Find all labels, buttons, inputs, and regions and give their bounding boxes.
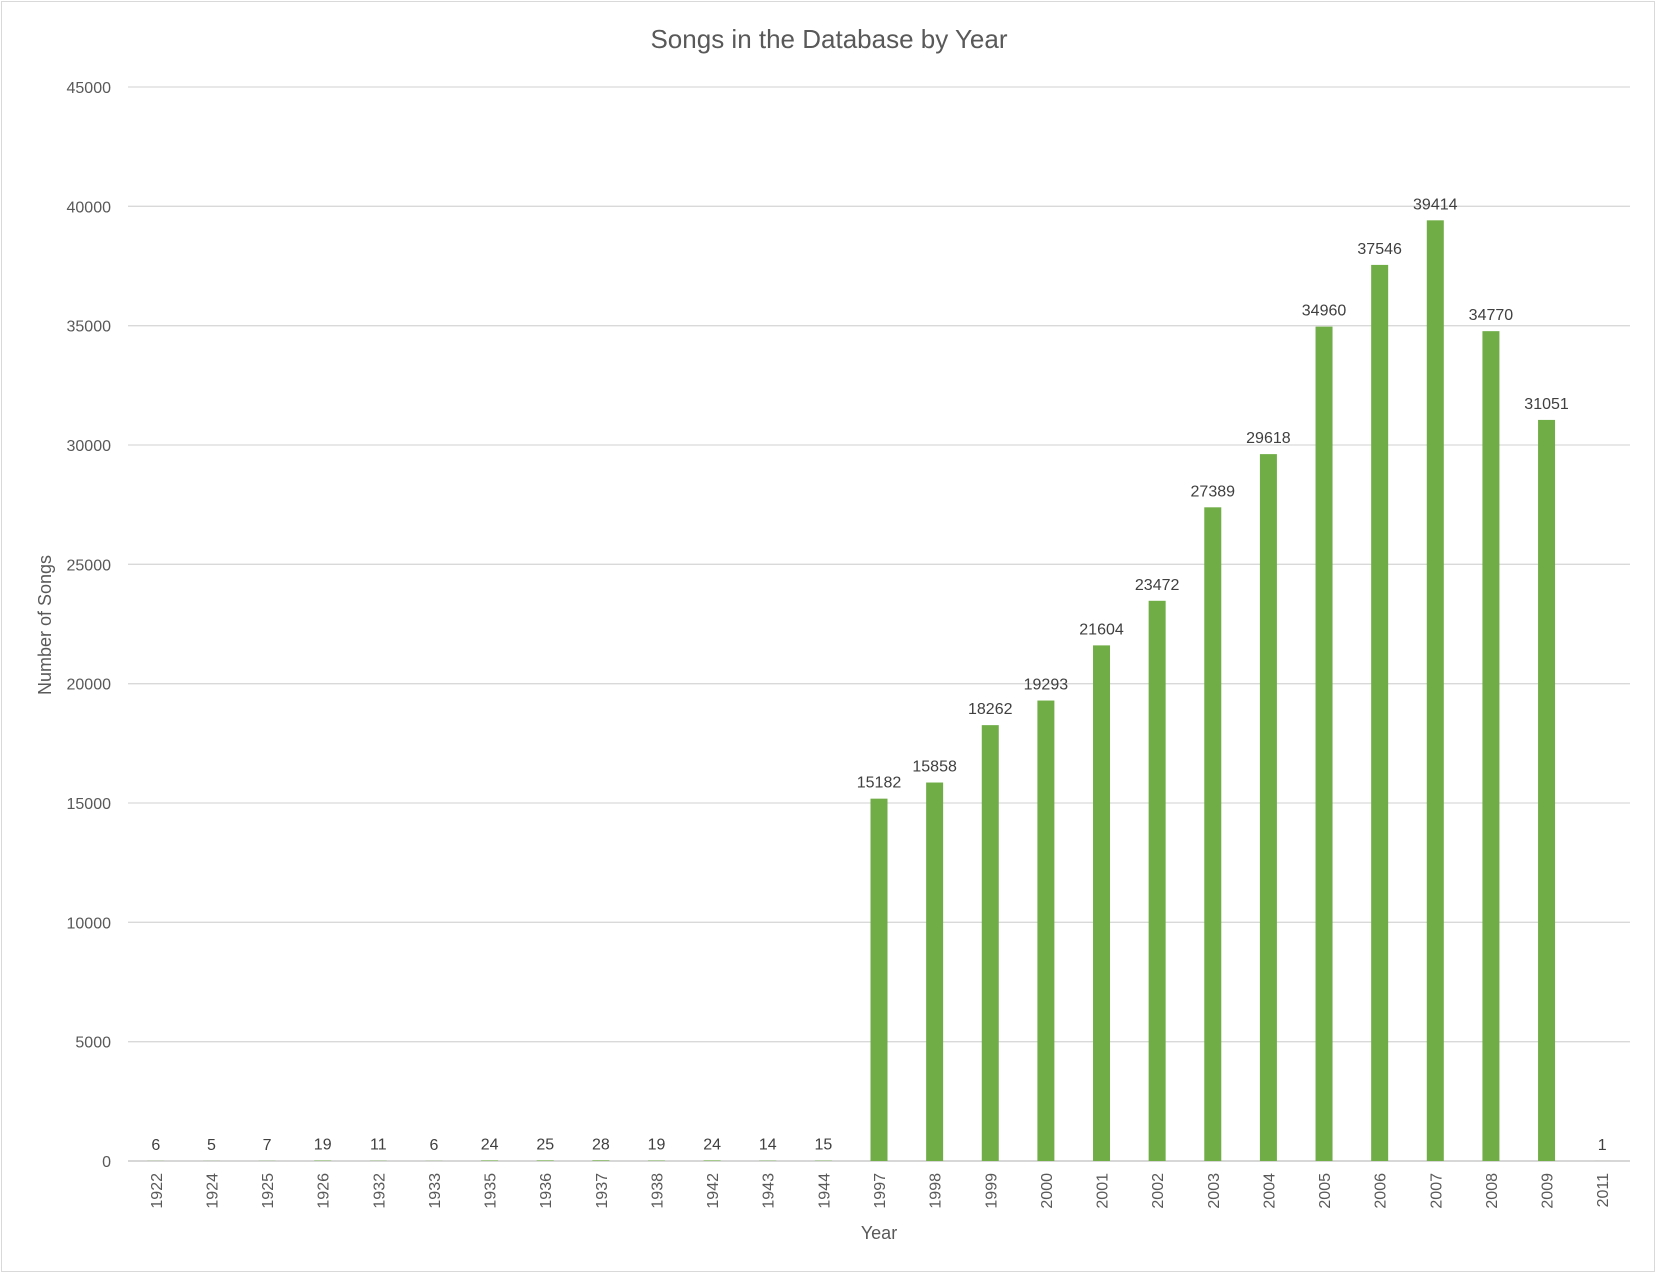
x-tick-label: 1938 <box>649 1173 666 1209</box>
y-tick-label: 25000 <box>67 557 112 574</box>
data-label: 31051 <box>1524 396 1569 413</box>
bar <box>592 1160 610 1161</box>
bar <box>1371 264 1389 1162</box>
data-label: 37546 <box>1357 241 1402 258</box>
data-label: 5 <box>207 1137 216 1154</box>
data-label: 21604 <box>1079 621 1124 638</box>
data-label: 6 <box>430 1137 439 1154</box>
x-tick-label: 2004 <box>1261 1173 1278 1209</box>
x-tick-label: 1997 <box>872 1173 889 1209</box>
data-label: 29618 <box>1246 430 1291 447</box>
x-tick-label: 1925 <box>260 1173 277 1209</box>
y-tick-label: 20000 <box>67 677 112 694</box>
data-label: 19 <box>648 1137 666 1154</box>
x-tick-label: 1924 <box>204 1173 221 1209</box>
data-label: 15 <box>814 1137 832 1154</box>
chart-title: Songs in the Database by Year <box>650 24 1007 54</box>
x-tick-label: 1933 <box>427 1173 444 1209</box>
data-label: 11 <box>370 1137 387 1154</box>
bar <box>1204 507 1222 1161</box>
y-tick-label: 15000 <box>67 796 112 813</box>
data-label: 25 <box>536 1136 554 1153</box>
x-tick-label: 2001 <box>1095 1173 1112 1209</box>
x-tick-label: 2011 <box>1595 1173 1612 1208</box>
x-tick-label: 1936 <box>538 1173 555 1209</box>
data-label: 14 <box>759 1137 777 1154</box>
x-tick-label: 1943 <box>761 1173 778 1209</box>
bar <box>703 1160 721 1161</box>
bars <box>147 220 1611 1162</box>
bar <box>1093 645 1111 1161</box>
x-tick-label: 1926 <box>316 1173 333 1209</box>
bar <box>1037 700 1055 1161</box>
x-tick-label: 1942 <box>705 1173 722 1209</box>
y-tick-label: 30000 <box>67 438 112 455</box>
data-label: 6 <box>151 1137 160 1154</box>
x-tick-label: 2007 <box>1428 1173 1445 1209</box>
y-tick-label: 5000 <box>75 1035 111 1052</box>
bar <box>981 725 999 1161</box>
data-label: 24 <box>703 1136 721 1153</box>
data-label: 19293 <box>1024 677 1069 694</box>
data-label: 18262 <box>968 701 1013 718</box>
y-tick-label: 0 <box>102 1154 111 1171</box>
data-label: 39414 <box>1413 196 1458 213</box>
y-axis-title: Number of Songs <box>35 555 55 695</box>
x-axis-title: Year <box>861 1223 897 1243</box>
y-tick-label: 10000 <box>67 915 112 932</box>
bar <box>1538 419 1556 1161</box>
x-tick-label: 1998 <box>928 1173 945 1209</box>
data-label: 28 <box>592 1136 610 1153</box>
x-tick-label: 2009 <box>1540 1173 1557 1209</box>
y-tick-label: 35000 <box>67 319 112 336</box>
x-tick-label: 2003 <box>1206 1173 1223 1209</box>
y-tick-label: 45000 <box>67 80 112 97</box>
bar <box>481 1160 499 1161</box>
x-tick-label: 1944 <box>816 1173 833 1209</box>
data-label: 23472 <box>1135 577 1180 594</box>
data-label: 34960 <box>1302 303 1347 320</box>
y-axis-ticks: 0 5000 10000 15000 20000 25000 30000 35000 40000… <box>67 80 112 1171</box>
bar <box>870 798 888 1161</box>
x-tick-label: 2000 <box>1039 1173 1056 1209</box>
data-label: 7 <box>263 1137 272 1154</box>
x-tick-label: 1937 <box>594 1173 611 1209</box>
x-tick-label: 1935 <box>483 1173 500 1209</box>
data-label: 24 <box>481 1136 499 1153</box>
bar <box>1148 600 1166 1161</box>
x-tick-label: 2008 <box>1484 1173 1501 1209</box>
x-tick-label: 1932 <box>371 1173 388 1209</box>
bar <box>1259 454 1277 1161</box>
x-tick-label: 2005 <box>1317 1173 1334 1209</box>
bar <box>536 1160 554 1161</box>
bar <box>1315 326 1333 1161</box>
bar <box>1482 331 1500 1161</box>
bar <box>1426 220 1444 1161</box>
x-tick-label: 1922 <box>149 1173 166 1209</box>
x-tick-label: 1999 <box>983 1173 1000 1209</box>
data-label: 1 <box>1598 1137 1607 1154</box>
x-axis-ticks: 1922 1924 1925 1926 1932 1933 1935 1936 1937 1938… <box>149 1173 1612 1209</box>
data-labels: 6 5 7 19 11 6 24 25 28 19 24 14 15 15182 15858 18262 192… <box>151 196 1606 1154</box>
x-tick-label: 2002 <box>1150 1173 1167 1209</box>
y-tick-label: 40000 <box>67 199 112 216</box>
data-label: 19 <box>314 1137 332 1154</box>
x-tick-label: 2006 <box>1373 1173 1390 1209</box>
data-label: 15182 <box>857 775 902 792</box>
data-label: 34770 <box>1469 307 1514 324</box>
data-label: 27389 <box>1191 483 1236 500</box>
data-label: 15858 <box>912 759 957 776</box>
bar <box>926 782 944 1161</box>
